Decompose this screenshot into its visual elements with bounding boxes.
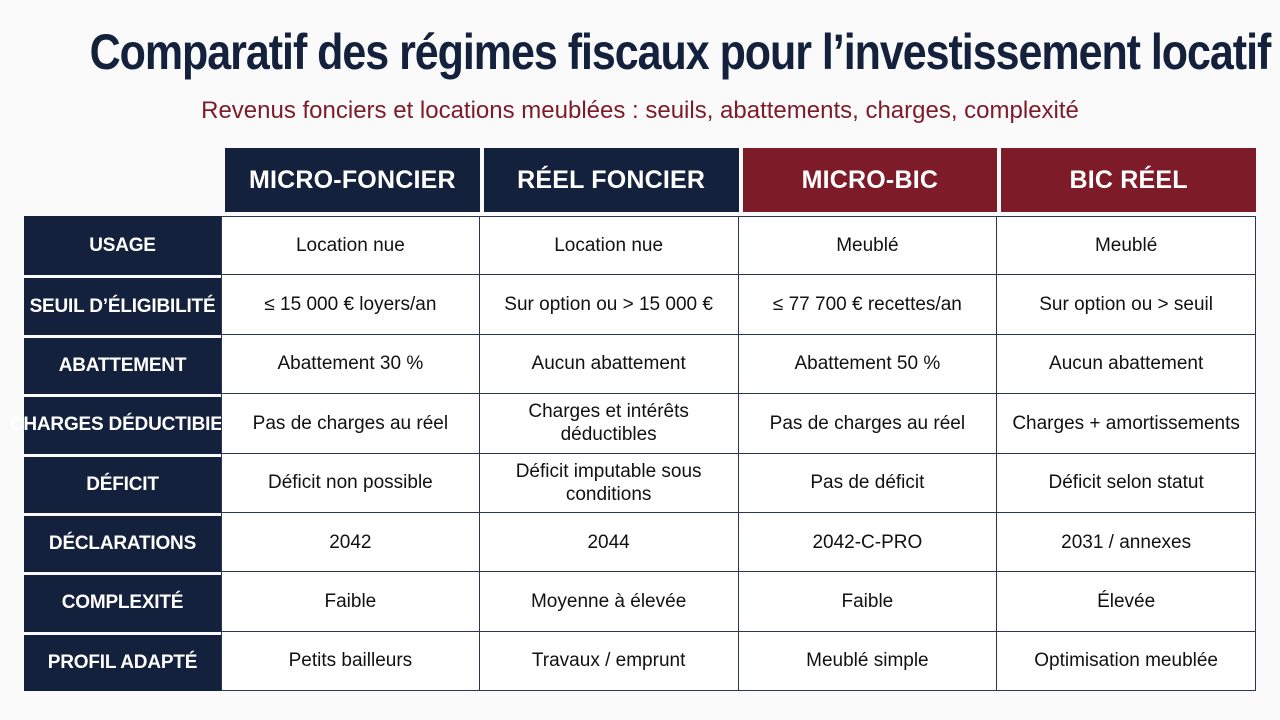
row-header-deficit: DÉFICIT (24, 453, 221, 513)
column-header-micro-bic: MICRO-BIC (738, 148, 998, 216)
table-cell: Pas de charges au réel (738, 394, 998, 454)
table-cell: Aucun abattement (997, 334, 1256, 395)
row-header-seuil: SEUIL D’ÉLIGIBILITÉ (24, 275, 221, 335)
table-cell: Moyenne à élevée (479, 572, 739, 632)
table-corner (24, 148, 221, 216)
row-header-profil: PROFIL ADAPTÉ (24, 631, 221, 691)
table-cell: Déficit imputable sous conditions (479, 453, 739, 513)
row-header-complexite: COMPLEXITÉ (24, 572, 221, 632)
table-cell: ≤ 15 000 € loyers/an (221, 275, 480, 335)
table-cell: Déficit non possible (221, 453, 480, 513)
table-cell: Travaux / emprunt (479, 631, 739, 691)
table-cell: Élevée (997, 572, 1256, 632)
table-cell: Déficit selon statut (997, 453, 1256, 513)
table-cell: Optimisation meublée (997, 631, 1256, 691)
table-cell: 2042 (221, 512, 480, 573)
table-cell: Faible (738, 572, 998, 632)
row-header-usage: USAGE (24, 216, 221, 276)
table-cell: Sur option ou > 15 000 € (479, 275, 739, 335)
table-cell: Abattement 30 % (221, 334, 480, 395)
table-cell: Abattement 50 % (738, 334, 998, 395)
table-cell: Charges + amortissements (997, 394, 1256, 454)
column-header-bic-reel: BIC RÉEL (997, 148, 1256, 216)
table-cell: ≤ 77 700 € recettes/an (738, 275, 998, 335)
table-cell: Faible (221, 572, 480, 632)
table-cell: 2042-C-PRO (738, 512, 998, 573)
table-cell: Charges et intérêts déductibles (479, 394, 739, 454)
table-cell: Pas de déficit (738, 453, 998, 513)
column-header-reel-foncier: RÉEL FONCIER (479, 148, 739, 216)
page-title: Comparatif des régimes fiscaux pour l’in… (89, 24, 1272, 80)
page-subtitle: Revenus fonciers et locations meublées :… (201, 97, 1079, 124)
table-cell: Location nue (479, 216, 739, 276)
comparison-table: MICRO-FONCIER RÉEL FONCIER MICRO-BIC BIC… (10, 148, 1256, 691)
table-cell: 2031 / annexes (997, 512, 1256, 573)
table-cell: Meublé simple (738, 631, 998, 691)
table-cell: Location nue (221, 216, 480, 276)
table-cell: Pas de charges au réel (221, 394, 480, 454)
table-cell: Petits bailleurs (221, 631, 480, 691)
table-cell: 2044 (479, 512, 739, 573)
table-cell: Meublé (738, 216, 998, 276)
table-cell: Sur option ou > seuil (997, 275, 1256, 335)
row-header-charges: CHARGES DÉDUCTIBIES (10, 394, 235, 454)
table-cell: Aucun abattement (479, 334, 739, 395)
table-cell: Meublé (997, 216, 1256, 276)
row-header-abattement: ABATTEMENT (24, 334, 221, 395)
column-header-micro-foncier: MICRO-FONCIER (221, 148, 480, 216)
row-header-declarations: DÉCLARATIONS (24, 512, 221, 573)
